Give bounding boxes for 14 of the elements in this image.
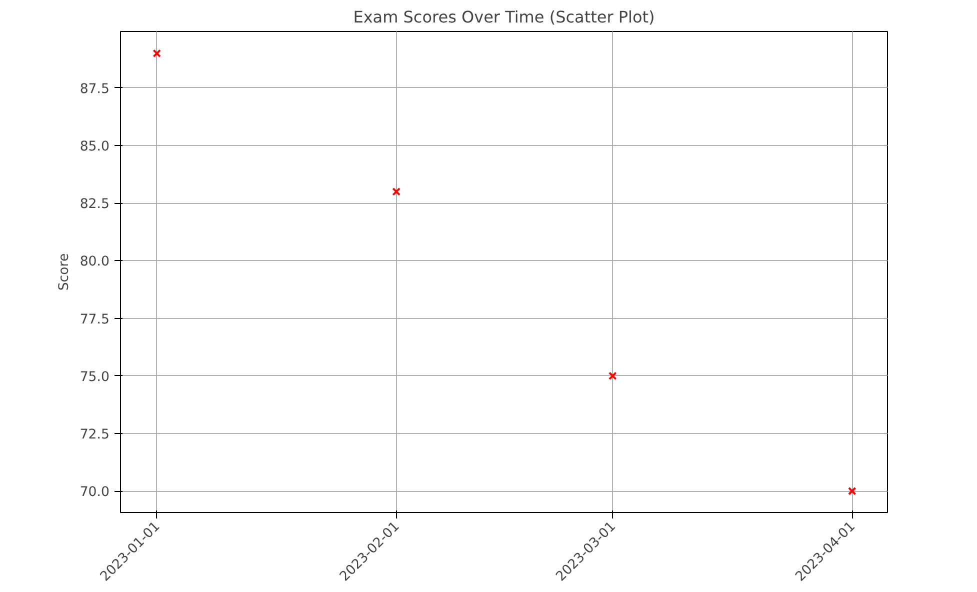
y-tick-label: 80.0 (80, 254, 110, 270)
y-tick-label: 87.5 (80, 82, 110, 97)
y-axis-title: Score (56, 253, 72, 291)
point (392, 187, 401, 196)
chart-title: Exam Scores Over Time (Scatter Plot) (353, 8, 655, 26)
point (848, 486, 856, 496)
point (152, 49, 162, 58)
point (608, 372, 617, 380)
y-tick-label: 70.0 (80, 485, 110, 500)
y-tick-label: 82.5 (80, 197, 110, 212)
y-tick-label: 77.5 (80, 312, 110, 328)
y-tick-label: 85.0 (80, 140, 110, 155)
y-tick-label: 75.0 (80, 370, 110, 385)
y-tick-label: 72.5 (80, 427, 110, 442)
